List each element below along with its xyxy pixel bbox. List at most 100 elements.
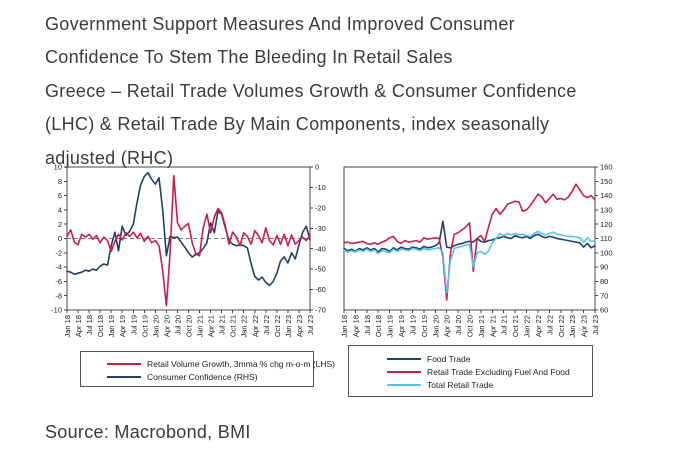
svg-text:-8: -8 bbox=[55, 291, 62, 300]
svg-text:Apr 18: Apr 18 bbox=[351, 315, 360, 337]
svg-text:Jan 23: Jan 23 bbox=[568, 315, 577, 338]
svg-text:-30: -30 bbox=[315, 224, 326, 233]
svg-text:Oct 18: Oct 18 bbox=[374, 315, 383, 337]
svg-text:Jul 19: Jul 19 bbox=[408, 315, 417, 335]
svg-text:-50: -50 bbox=[315, 265, 326, 274]
svg-text:90: 90 bbox=[600, 263, 608, 272]
svg-text:Apr 20: Apr 20 bbox=[162, 315, 171, 337]
svg-text:2: 2 bbox=[58, 220, 62, 229]
consumer-confidence-line-swatch bbox=[107, 375, 141, 378]
svg-text:6: 6 bbox=[58, 191, 62, 200]
svg-text:Oct 19: Oct 19 bbox=[420, 315, 429, 337]
svg-text:10: 10 bbox=[54, 163, 62, 172]
svg-text:Jul 22: Jul 22 bbox=[262, 315, 271, 335]
svg-text:Jul 19: Jul 19 bbox=[129, 315, 138, 335]
left-chart: 10 8 6 4 2 0 -2 -4 -6 -8 -10 0 -10 -20 -30 -40 -50 -60 -70… bbox=[51, 163, 326, 338]
svg-text:100: 100 bbox=[600, 248, 613, 257]
svg-text:120: 120 bbox=[600, 220, 613, 229]
svg-text:140: 140 bbox=[600, 191, 613, 200]
svg-text:-40: -40 bbox=[315, 244, 326, 253]
svg-text:Jan 19: Jan 19 bbox=[386, 315, 395, 338]
svg-text:Jan 23: Jan 23 bbox=[284, 315, 293, 338]
svg-text:-10: -10 bbox=[51, 306, 62, 315]
svg-text:Apr 22: Apr 22 bbox=[534, 315, 543, 337]
left-chart-legend: Retail Volume Growth, 3mma % chg m-o-m (… bbox=[80, 351, 335, 387]
svg-text:110: 110 bbox=[600, 234, 612, 243]
svg-text:-4: -4 bbox=[55, 263, 62, 272]
svg-text:Oct 22: Oct 22 bbox=[557, 315, 566, 337]
svg-text:Oct 22: Oct 22 bbox=[273, 315, 282, 337]
svg-text:-60: -60 bbox=[315, 285, 326, 294]
svg-text:Jul 20: Jul 20 bbox=[173, 315, 182, 335]
total-retail-trade-line-swatch bbox=[387, 383, 421, 386]
svg-text:Jul 23: Jul 23 bbox=[591, 315, 600, 335]
svg-text:Apr 23: Apr 23 bbox=[580, 315, 589, 337]
svg-text:Apr 19: Apr 19 bbox=[397, 315, 406, 337]
legend-item-total-retail-trade: Total Retail Trade bbox=[387, 378, 592, 391]
svg-text:Oct 20: Oct 20 bbox=[185, 315, 194, 337]
legend-label: Consumer Confidence (RHS) bbox=[147, 371, 258, 382]
legend-label: Food Trade bbox=[427, 353, 471, 364]
svg-text:4: 4 bbox=[58, 206, 62, 215]
title-line-1: Government Support Measures And Improved… bbox=[45, 14, 515, 34]
subtitle-line-3: adjusted (RHC) bbox=[45, 147, 174, 168]
svg-text:8: 8 bbox=[58, 177, 62, 186]
svg-text:Jul 18: Jul 18 bbox=[85, 315, 94, 335]
svg-text:0: 0 bbox=[315, 163, 319, 172]
svg-text:Jan 20: Jan 20 bbox=[431, 315, 440, 338]
svg-text:Jul 21: Jul 21 bbox=[218, 315, 227, 335]
svg-text:Jul 18: Jul 18 bbox=[363, 315, 372, 335]
retail-ex-fuel-food-line-swatch bbox=[387, 370, 421, 373]
svg-text:Oct 21: Oct 21 bbox=[511, 315, 520, 337]
legend-item-consumer-confidence: Consumer Confidence (RHS) bbox=[107, 370, 313, 383]
legend-label: Retail Trade Excluding Fuel And Food bbox=[427, 366, 570, 377]
svg-text:Jan 18: Jan 18 bbox=[340, 315, 349, 338]
svg-text:-70: -70 bbox=[315, 306, 326, 315]
svg-text:Jan 21: Jan 21 bbox=[477, 315, 486, 338]
svg-text:Oct 21: Oct 21 bbox=[229, 315, 238, 337]
chart-header: Government Support Measures And Improved… bbox=[45, 8, 577, 175]
svg-text:0: 0 bbox=[58, 234, 62, 243]
subtitle-line-1: Greece – Retail Trade Volumes Growth & C… bbox=[45, 80, 577, 101]
svg-text:80: 80 bbox=[600, 277, 608, 286]
svg-text:Apr 23: Apr 23 bbox=[295, 315, 304, 337]
svg-text:Apr 21: Apr 21 bbox=[488, 315, 497, 337]
title-line-2: Confidence To Stem The Bleeding In Retai… bbox=[45, 47, 453, 68]
right-chart-legend: Food Trade Retail Trade Excluding Fuel A… bbox=[348, 345, 593, 397]
svg-text:Jul 22: Jul 22 bbox=[545, 315, 554, 335]
svg-text:Jan 21: Jan 21 bbox=[196, 315, 205, 338]
svg-text:160: 160 bbox=[600, 163, 613, 172]
svg-text:Jan 22: Jan 22 bbox=[240, 315, 249, 338]
svg-text:Jan 22: Jan 22 bbox=[523, 315, 532, 338]
svg-text:-6: -6 bbox=[55, 277, 62, 286]
svg-text:Apr 20: Apr 20 bbox=[443, 315, 452, 337]
svg-text:Jul 23: Jul 23 bbox=[306, 315, 315, 335]
legend-label: Total Retail Trade bbox=[427, 379, 494, 390]
svg-text:-10: -10 bbox=[315, 183, 326, 192]
svg-text:Oct 19: Oct 19 bbox=[140, 315, 149, 337]
svg-text:Jul 20: Jul 20 bbox=[454, 315, 463, 335]
svg-text:Jul 21: Jul 21 bbox=[500, 315, 509, 335]
svg-text:130: 130 bbox=[600, 206, 613, 215]
svg-text:Oct 18: Oct 18 bbox=[96, 315, 105, 337]
food-trade-line-swatch bbox=[387, 357, 421, 360]
svg-text:Jan 18: Jan 18 bbox=[63, 315, 72, 338]
source-text: Source: Macrobond, BMI bbox=[45, 422, 251, 442]
svg-text:Apr 22: Apr 22 bbox=[251, 315, 260, 337]
svg-text:Apr 18: Apr 18 bbox=[74, 315, 83, 337]
subtitle-line-2: (LHC) & Retail Trade By Main Components,… bbox=[45, 114, 550, 135]
legend-item-retail-ex-fuel-food: Retail Trade Excluding Fuel And Food bbox=[387, 365, 592, 378]
retail-volume-growth-line-swatch bbox=[107, 362, 141, 365]
legend-label: Retail Volume Growth, 3mma % chg m-o-m (… bbox=[147, 358, 335, 369]
svg-text:Jan 19: Jan 19 bbox=[107, 315, 116, 338]
svg-text:-2: -2 bbox=[55, 248, 62, 257]
svg-text:Apr 19: Apr 19 bbox=[118, 315, 127, 337]
svg-text:150: 150 bbox=[600, 177, 613, 186]
svg-text:Apr 21: Apr 21 bbox=[207, 315, 216, 337]
svg-text:-20: -20 bbox=[315, 203, 326, 212]
svg-text:60: 60 bbox=[600, 306, 608, 315]
svg-text:70: 70 bbox=[600, 291, 608, 300]
svg-text:Oct 20: Oct 20 bbox=[466, 315, 475, 337]
legend-item-food-trade: Food Trade bbox=[387, 352, 592, 365]
